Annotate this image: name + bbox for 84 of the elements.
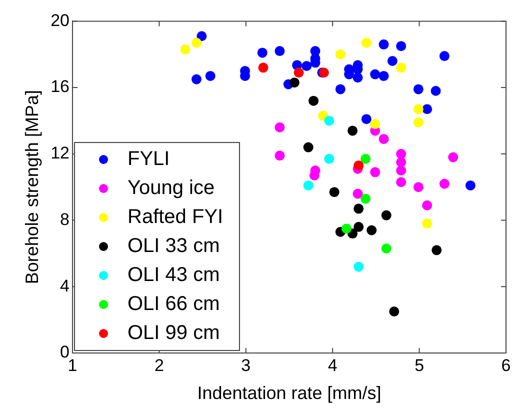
point: [329, 187, 340, 198]
point: [303, 142, 314, 152]
x-tick-label: 2: [154, 356, 164, 375]
y-tick-label: 8: [60, 210, 70, 229]
point: [257, 48, 268, 58]
point: [302, 60, 312, 71]
point: [354, 262, 364, 272]
point: [396, 62, 406, 73]
point: [422, 104, 432, 114]
point: [396, 148, 406, 159]
x-tick-label: 5: [414, 356, 424, 375]
point: [396, 41, 406, 52]
point: [335, 84, 346, 94]
point: [354, 204, 364, 214]
point: [354, 160, 364, 171]
y-tick-label: 20: [50, 10, 70, 30]
point: [352, 188, 363, 199]
point: [258, 62, 268, 73]
point: [381, 243, 392, 254]
point: [361, 38, 372, 48]
x-tick-label: 1: [68, 356, 78, 375]
point: [413, 104, 424, 114]
point: [191, 74, 202, 84]
point: [274, 46, 285, 56]
legend-label: OLI 33 cm: [128, 235, 220, 258]
point: [439, 51, 450, 62]
point: [439, 178, 450, 189]
point: [465, 180, 476, 190]
point: [389, 306, 400, 317]
point: [303, 180, 314, 190]
point: [352, 72, 363, 83]
point: [378, 39, 389, 50]
point: [378, 134, 389, 144]
point: [196, 31, 207, 42]
point: [413, 84, 424, 94]
point: [381, 210, 392, 220]
point: [370, 69, 380, 80]
point: [180, 44, 190, 54]
y-axis-title: Borehole strength [MPa]: [22, 90, 42, 284]
x-tick-label: 6: [501, 356, 511, 375]
legend-label: Rafted FYI: [128, 206, 224, 229]
point: [294, 68, 304, 78]
legend-label: Young ice: [128, 177, 215, 200]
point: [448, 152, 458, 162]
point: [308, 96, 319, 106]
point: [360, 194, 371, 204]
y-tick-label: 4: [60, 276, 70, 296]
y-tick-label: 12: [50, 144, 70, 163]
point: [341, 224, 352, 234]
legend-label: FYLI: [128, 148, 170, 171]
point: [387, 56, 398, 66]
point: [396, 166, 406, 176]
point: [354, 222, 364, 232]
x-tick-label: 4: [328, 356, 338, 375]
point: [432, 245, 442, 256]
point: [335, 49, 346, 60]
point: [191, 38, 202, 48]
point: [370, 119, 380, 130]
point: [430, 86, 441, 96]
point: [396, 157, 406, 168]
point: [413, 117, 424, 128]
point: [370, 167, 380, 178]
point: [396, 177, 406, 188]
legend-label: OLI 99 cm: [128, 322, 220, 345]
point: [205, 70, 216, 81]
point: [366, 225, 377, 236]
point: [361, 114, 372, 124]
x-axis-title: Indentation rate [mm/s]: [197, 383, 382, 404]
point: [289, 78, 300, 88]
point: [348, 126, 358, 136]
point: [274, 150, 285, 161]
point: [360, 154, 371, 164]
y-tick-label: 16: [50, 77, 70, 96]
point: [324, 154, 334, 164]
y-tick-label: 0: [60, 342, 70, 362]
x-tick-label: 3: [241, 356, 251, 375]
legend-label: OLI 43 cm: [128, 264, 220, 287]
point: [378, 70, 389, 81]
point: [324, 116, 334, 126]
point: [413, 182, 424, 192]
point: [422, 200, 432, 210]
legend-label: OLI 66 cm: [128, 293, 220, 316]
point: [422, 218, 432, 229]
point: [274, 122, 285, 132]
